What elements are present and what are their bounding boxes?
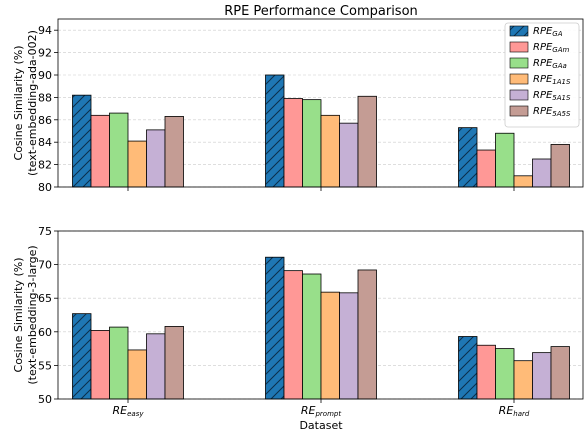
bar-1A1S-easy xyxy=(127,140,147,188)
y-axis-label: Cosine Similarity (%) xyxy=(12,46,25,161)
bar-GAm-easy xyxy=(90,114,110,188)
y-axis-label-model: (text-embedding-ada-002) xyxy=(26,30,39,176)
legend-swatch-1A1S xyxy=(509,73,529,85)
bar-5A5S-easy xyxy=(164,116,184,188)
bar-5A1S-prompt xyxy=(339,292,359,400)
legend-swatch-GAm xyxy=(509,41,529,53)
bar-GAa-prompt xyxy=(302,99,322,188)
bar-GA-hard xyxy=(458,336,478,400)
bar-GA-easy xyxy=(72,94,92,188)
bar-1A1S-hard xyxy=(513,175,533,188)
bar-1A1S-prompt xyxy=(320,114,340,188)
y-tick-label: 94 xyxy=(38,24,52,37)
y-tick-label: 80 xyxy=(38,181,52,194)
y-tick-label: 82 xyxy=(38,159,52,172)
x-axis-label: Dataset xyxy=(299,419,343,432)
y-tick-label: 75 xyxy=(38,225,52,238)
legend-swatch-GA xyxy=(509,25,529,37)
bar-5A1S-easy xyxy=(146,129,166,188)
y-tick-label: 55 xyxy=(38,359,52,372)
legend-label-5A5S: RPE5A5S xyxy=(533,106,571,118)
x-tick-label-prompt: REprompt xyxy=(301,404,341,418)
panel-ada-002: 80 82 84 86 88 90 92 94 Cosine Similarity (%) (te… xyxy=(12,18,584,194)
bar-GAa-hard xyxy=(495,348,515,400)
bar-GAm-hard xyxy=(476,149,496,188)
legend-swatch-5A5S xyxy=(509,105,529,117)
bar-1A1S-hard xyxy=(513,360,533,400)
bar-1A1S-prompt xyxy=(320,291,340,400)
y-tick-label: 88 xyxy=(38,91,52,104)
bar-GAm-prompt xyxy=(283,270,303,400)
legend-label-1A1S: RPE1A1S xyxy=(533,74,571,86)
y-tick-label: 60 xyxy=(38,326,52,339)
bar-GA-prompt xyxy=(265,74,285,188)
bar-GA-prompt xyxy=(265,256,285,400)
bar-5A1S-easy xyxy=(146,333,166,400)
y-tick-label: 65 xyxy=(38,292,52,305)
bar-5A5S-prompt xyxy=(357,95,377,188)
legend-swatch-5A1S xyxy=(509,89,529,101)
legend-swatch-GAa xyxy=(509,57,529,69)
y-axis-label: Cosine Similarity (%) xyxy=(12,258,25,373)
bar-5A5S-prompt xyxy=(357,269,377,400)
y-axis-label-model: (text-embedding-3-large) xyxy=(26,245,39,384)
legend-label-GAa: RPEGAa xyxy=(533,58,567,70)
legend-label-GAm: RPEGAm xyxy=(533,42,570,54)
bar-GAm-easy xyxy=(90,330,110,400)
bar-GA-hard xyxy=(458,127,478,188)
bar-5A1S-prompt xyxy=(339,122,359,188)
y-tick-label: 90 xyxy=(38,69,52,82)
y-tick-label: 92 xyxy=(38,47,52,60)
y-tick-label: 86 xyxy=(38,114,52,127)
bar-GAa-easy xyxy=(109,112,129,188)
bar-GA-easy xyxy=(72,313,92,400)
bar-1A1S-easy xyxy=(127,349,147,400)
bar-GAa-easy xyxy=(109,326,129,400)
bar-GAm-hard xyxy=(476,344,496,400)
bar-GAm-prompt xyxy=(283,98,303,188)
panel-3-large: 50 55 60 65 70 75 Cosine Similarity (%) (text-e… xyxy=(12,225,584,406)
legend-label-5A1S: RPE5A1S xyxy=(533,90,571,102)
bar-5A5S-hard xyxy=(550,346,570,400)
x-tick-label-hard: REhard xyxy=(499,404,530,418)
bar-5A1S-hard xyxy=(532,158,552,188)
y-tick-label: 84 xyxy=(38,136,52,149)
plot-frame xyxy=(57,18,584,188)
bar-GAa-hard xyxy=(495,132,515,188)
x-tick-label-easy: REeasy xyxy=(113,404,145,418)
bar-5A1S-hard xyxy=(532,352,552,400)
legend: RPEGA RPEGAm RPEGAa RPE1A1S RPE5A1S RPE5A5S xyxy=(504,22,580,128)
y-tick-label: 50 xyxy=(38,393,52,406)
bar-5A5S-easy xyxy=(164,326,184,400)
chart-title: RPE Performance Comparison xyxy=(224,4,418,19)
plot-frame xyxy=(57,230,584,400)
y-tick-label: 70 xyxy=(38,259,52,272)
bar-5A5S-hard xyxy=(550,144,570,188)
bar-GAa-prompt xyxy=(302,273,322,400)
legend-label-GA: RPEGA xyxy=(533,26,563,38)
